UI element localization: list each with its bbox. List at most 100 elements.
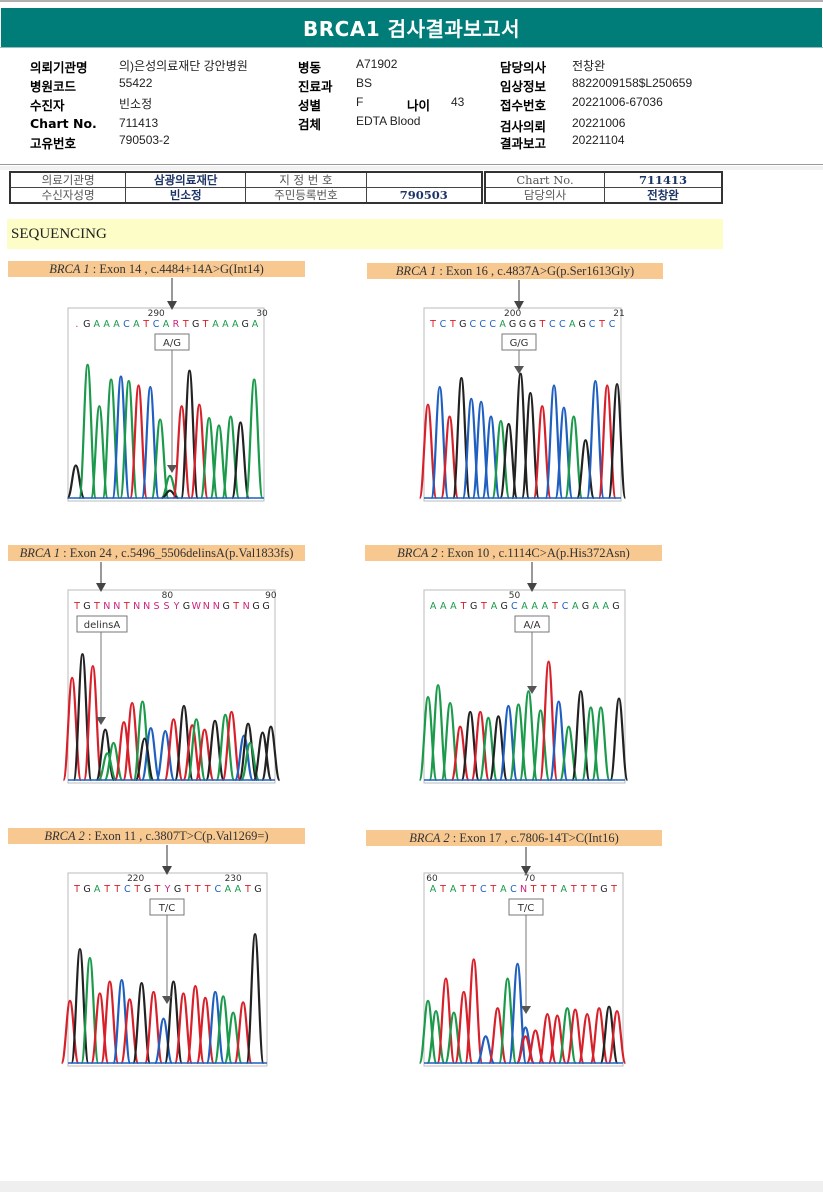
trace-peak-A bbox=[209, 424, 229, 500]
base-call: T bbox=[580, 884, 587, 895]
base-call: C bbox=[440, 319, 447, 330]
trace-peak-A bbox=[557, 1007, 577, 1065]
trace-peak-G bbox=[205, 719, 225, 782]
trace-peak-A bbox=[581, 706, 601, 782]
ruler-label: 70 bbox=[524, 874, 536, 884]
base-call: A bbox=[569, 319, 576, 330]
trace-peak-A bbox=[132, 700, 153, 782]
ruler-label: 200 bbox=[504, 309, 521, 319]
genotype-box bbox=[501, 333, 537, 351]
trace-peak-A bbox=[150, 418, 170, 500]
trace-peak-T bbox=[172, 405, 192, 500]
base-call: N bbox=[133, 601, 140, 612]
gene-name: BRCA 2 bbox=[409, 831, 450, 845]
field-value-sex: F bbox=[356, 95, 364, 109]
variant-detail: : Exon 16 , c.4837A>G(p.Ser1613Gly) bbox=[436, 264, 635, 278]
trace-peak-G bbox=[460, 710, 480, 782]
base-call: T bbox=[480, 601, 487, 612]
base-call: A bbox=[499, 319, 506, 330]
trace-peak-A bbox=[559, 725, 579, 782]
chromatogram-frame bbox=[423, 307, 622, 502]
genotype-label: G/G bbox=[510, 338, 529, 349]
trace-peak-G bbox=[576, 439, 595, 500]
trace-peak-G bbox=[132, 981, 152, 1065]
chromatogram-frame bbox=[423, 872, 624, 1067]
chromatogram-frame bbox=[423, 589, 626, 784]
base-call: G bbox=[262, 601, 269, 612]
scanned-info-table-left: 의료기관명 삼광의료재단 지 정 번 호 수신자성명 빈소정 주민등록번호 79… bbox=[9, 171, 483, 204]
base-call: A bbox=[592, 601, 599, 612]
base-call: G bbox=[459, 319, 466, 330]
genotype-box bbox=[514, 615, 550, 633]
trace-peak-T bbox=[195, 996, 215, 1065]
bottom-bar bbox=[0, 1181, 823, 1192]
trace-peak-A bbox=[213, 995, 233, 1065]
trace-peak-T bbox=[114, 721, 134, 782]
base-call: N bbox=[213, 601, 220, 612]
variant-detail: : Exon 17 , c.7806-14T>C(Int16) bbox=[449, 831, 619, 845]
arrow-down-icon bbox=[167, 465, 177, 473]
base-call: C bbox=[549, 319, 556, 330]
table-value: 711413 bbox=[604, 171, 723, 188]
genotype-label: T/C bbox=[158, 903, 175, 914]
variant-header: BRCA 2 : Exon 11 , c.3807T>C(p.Val1269=) bbox=[8, 828, 305, 844]
title-divider bbox=[0, 47, 823, 48]
genotype-box bbox=[149, 898, 185, 916]
base-call: C bbox=[124, 884, 131, 895]
trace-peak-T bbox=[163, 718, 184, 782]
trace-peak-T bbox=[589, 1007, 609, 1065]
trace-peak-G bbox=[607, 382, 627, 500]
base-call: N bbox=[243, 601, 250, 612]
field-value-clinical-info: 8822009158$L250659 bbox=[572, 76, 693, 90]
trace-peak-A bbox=[103, 741, 124, 782]
base-call: G bbox=[509, 319, 516, 330]
arrow-down-icon bbox=[521, 1006, 531, 1014]
field-label-sex: 성별 bbox=[298, 98, 322, 113]
base-call: G bbox=[192, 319, 199, 330]
base-call: T bbox=[489, 884, 496, 895]
trace-peak-T bbox=[525, 1029, 545, 1065]
trace-peak-G bbox=[161, 489, 179, 500]
ruler-label: 220 bbox=[127, 874, 144, 884]
trace-peak-G bbox=[95, 728, 116, 782]
trace-peak-A bbox=[498, 977, 518, 1065]
base-call: A bbox=[163, 319, 170, 330]
base-call: T bbox=[154, 884, 161, 895]
trace-peak-T bbox=[120, 998, 140, 1065]
trace-peak-C bbox=[554, 406, 574, 500]
trace-peak-A bbox=[518, 690, 539, 782]
variant-detail: : Exon 10 , c.1114C>A(p.His372Asn) bbox=[437, 546, 630, 560]
base-call: A bbox=[440, 601, 447, 612]
base-call: A bbox=[103, 319, 110, 330]
base-call: G bbox=[144, 884, 151, 895]
base-call: A bbox=[235, 884, 242, 895]
trace-peak-T bbox=[607, 1010, 627, 1065]
trace-peak-G bbox=[231, 421, 250, 500]
field-label-specimen: 검체 bbox=[298, 117, 322, 132]
table-row: 의료기관명 삼광의료재단 지 정 번 호 bbox=[9, 171, 483, 188]
trace-peak-T bbox=[182, 724, 203, 782]
base-call: A bbox=[491, 601, 498, 612]
field-value-chart-no: 711413 bbox=[119, 116, 159, 130]
variant-header: BRCA 1 : Exon 16 , c.4837A>G(p.Ser1613Gl… bbox=[367, 263, 663, 279]
variant-header: BRCA 2 : Exon 10 , c.1114C>A(p.His372Asn… bbox=[365, 545, 662, 561]
trace-peak-G bbox=[174, 704, 194, 782]
trace-peak-T bbox=[577, 1013, 597, 1065]
trace-peak-G bbox=[609, 697, 629, 782]
trace-peak-A bbox=[90, 405, 109, 500]
base-call: T bbox=[73, 601, 80, 612]
field-label-age: 나이 bbox=[407, 98, 431, 113]
trace-peak-C bbox=[205, 990, 225, 1065]
table-value: 전창완 bbox=[604, 187, 723, 204]
trace-peak-A bbox=[564, 415, 584, 500]
section-divider bbox=[0, 164, 823, 165]
base-call: G bbox=[470, 601, 477, 612]
base-call: T bbox=[103, 884, 110, 895]
base-call: A bbox=[450, 601, 457, 612]
trace-peak-C bbox=[476, 1035, 496, 1065]
base-call: G bbox=[529, 319, 536, 330]
base-call: T bbox=[460, 601, 467, 612]
trace-peak-G bbox=[452, 377, 471, 500]
base-call: A bbox=[133, 319, 140, 330]
base-call: A bbox=[450, 884, 457, 895]
